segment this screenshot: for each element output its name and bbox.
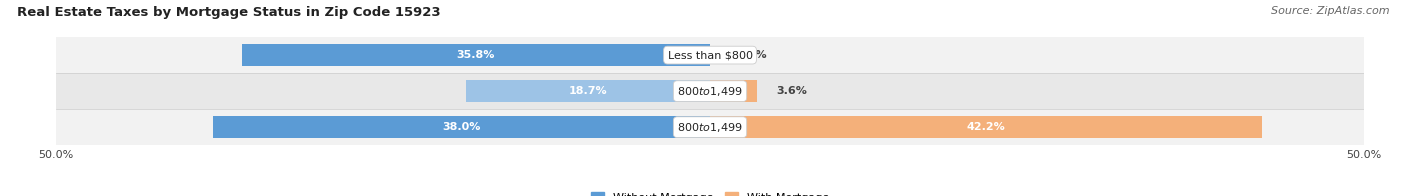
Text: 18.7%: 18.7% [568, 86, 607, 96]
Text: 38.0%: 38.0% [443, 122, 481, 132]
Bar [710, 80, 756, 102]
Text: Less than $800: Less than $800 [668, 50, 752, 60]
Legend: Without Mortgage, With Mortgage: Without Mortgage, With Mortgage [591, 192, 830, 196]
Text: $800 to $1,499: $800 to $1,499 [678, 85, 742, 98]
Bar [56, 109, 1364, 145]
Text: 35.8%: 35.8% [457, 50, 495, 60]
Text: 42.2%: 42.2% [966, 122, 1005, 132]
Text: $800 to $1,499: $800 to $1,499 [678, 121, 742, 134]
Text: Real Estate Taxes by Mortgage Status in Zip Code 15923: Real Estate Taxes by Mortgage Status in … [17, 6, 440, 19]
Text: 3.6%: 3.6% [776, 86, 807, 96]
Bar [56, 37, 1364, 73]
Bar [56, 73, 1364, 109]
Bar [242, 44, 710, 66]
Bar [214, 116, 710, 138]
Bar [465, 80, 710, 102]
Text: 0.0%: 0.0% [737, 50, 766, 60]
Text: Source: ZipAtlas.com: Source: ZipAtlas.com [1271, 6, 1389, 16]
Bar [710, 116, 1261, 138]
